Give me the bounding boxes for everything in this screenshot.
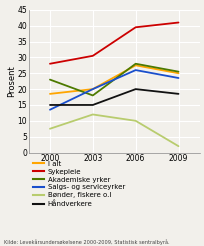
Legend: I alt, Sykepleie, Akademiske yrker, Salgs- og serviceyrker, Bønder, fiskere o.l,: I alt, Sykepleie, Akademiske yrker, Salg… <box>33 161 125 207</box>
Text: Kilde: Levekårsundersøkelsene 2000-2009, Statistisk sentralbyrå.: Kilde: Levekårsundersøkelsene 2000-2009,… <box>4 239 170 245</box>
Y-axis label: Prosent: Prosent <box>7 65 16 97</box>
